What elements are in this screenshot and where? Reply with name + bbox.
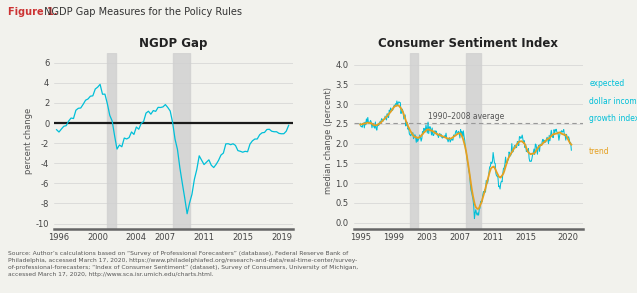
Text: 1990–2008 average: 1990–2008 average xyxy=(429,112,505,121)
Text: expected: expected xyxy=(589,79,624,88)
Bar xyxy=(410,53,417,229)
Text: growth index: growth index xyxy=(589,114,637,123)
Text: trend: trend xyxy=(589,146,610,156)
Text: dollar income: dollar income xyxy=(589,97,637,106)
Text: Figure 1.: Figure 1. xyxy=(8,7,57,17)
Text: NGDP Gap Measures for the Policy Rules: NGDP Gap Measures for the Policy Rules xyxy=(41,7,243,17)
Y-axis label: percent change: percent change xyxy=(24,108,33,174)
Title: NGDP Gap: NGDP Gap xyxy=(140,37,208,50)
Y-axis label: median change (percent): median change (percent) xyxy=(324,87,333,194)
Text: Source: Author’s calculations based on “Survey of Professional Forecasters” (dat: Source: Author’s calculations based on “… xyxy=(8,251,358,277)
Bar xyxy=(173,53,190,229)
Bar xyxy=(108,53,116,229)
Title: Consumer Sentiment Index: Consumer Sentiment Index xyxy=(378,37,558,50)
Bar xyxy=(466,53,481,229)
